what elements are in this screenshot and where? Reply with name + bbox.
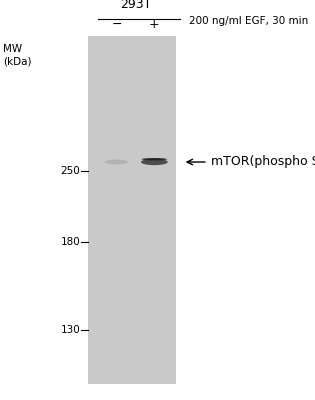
Text: +: + <box>149 18 160 31</box>
Bar <box>88 36 176 384</box>
Text: 180: 180 <box>60 237 80 247</box>
Ellipse shape <box>142 158 167 160</box>
Ellipse shape <box>141 159 168 165</box>
Text: MW
(kDa): MW (kDa) <box>3 44 32 66</box>
Text: 250: 250 <box>60 166 80 176</box>
Text: 200 ng/ml EGF, 30 min: 200 ng/ml EGF, 30 min <box>189 16 308 26</box>
Ellipse shape <box>105 160 129 164</box>
Text: 293T: 293T <box>120 0 151 11</box>
Text: 130: 130 <box>60 325 80 335</box>
Text: −: − <box>111 18 122 31</box>
Text: mTOR(phospho Ser2481): mTOR(phospho Ser2481) <box>211 156 315 168</box>
